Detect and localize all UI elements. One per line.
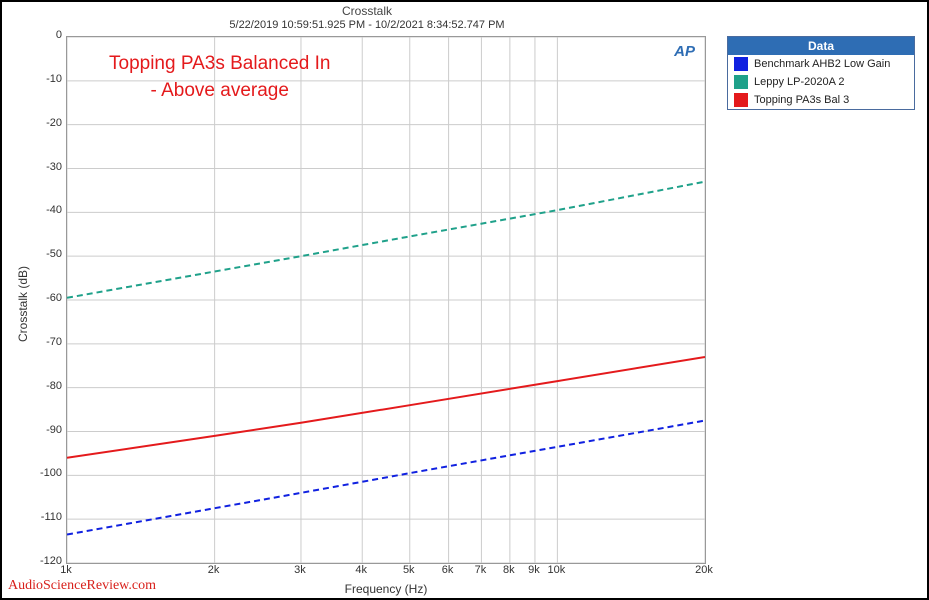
y-tick-label: -110 [22, 511, 62, 523]
series-leppy-lp-2020a-2 [67, 182, 705, 298]
legend-header: Data [728, 37, 914, 55]
legend-swatch [734, 57, 748, 71]
watermark: AudioScienceReview.com [8, 578, 156, 594]
y-tick-label: 0 [22, 29, 62, 41]
grid-lines [67, 37, 705, 563]
y-tick-label: -70 [22, 336, 62, 348]
x-tick-label: 7k [475, 564, 487, 576]
y-tick-label: -10 [22, 73, 62, 85]
legend: Data Benchmark AHB2 Low Gain Leppy LP-202… [727, 36, 915, 110]
annotation-line1: Topping PA3s Balanced In [109, 53, 330, 74]
y-tick-label: -40 [22, 204, 62, 216]
series-topping-pa3s-bal-3 [67, 357, 705, 458]
y-tick-label: -90 [22, 424, 62, 436]
chart-annotation: Topping PA3s Balanced In - Above average [109, 51, 330, 104]
legend-label: Benchmark AHB2 Low Gain [754, 58, 890, 70]
x-axis-title: Frequency (Hz) [66, 582, 706, 596]
plot-area: Topping PA3s Balanced In - Above average… [66, 36, 706, 564]
legend-label: Leppy LP-2020A 2 [754, 76, 845, 88]
x-tick-label: 6k [442, 564, 454, 576]
legend-items: Benchmark AHB2 Low Gain Leppy LP-2020A 2 T… [728, 55, 914, 109]
x-tick-label: 20k [695, 564, 713, 576]
legend-swatch [734, 93, 748, 107]
series-benchmark-ahb2-low-gain [67, 421, 705, 535]
x-tick-label: 10k [548, 564, 566, 576]
y-tick-label: -30 [22, 161, 62, 173]
y-tick-label: -80 [22, 380, 62, 392]
y-tick-label: -50 [22, 248, 62, 260]
legend-item[interactable]: Benchmark AHB2 Low Gain [728, 55, 914, 73]
x-tick-label: 8k [503, 564, 515, 576]
chart-title: Crosstalk [2, 4, 732, 18]
x-tick-label: 9k [528, 564, 540, 576]
x-tick-label: 5k [403, 564, 415, 576]
y-tick-label: -120 [22, 555, 62, 567]
legend-label: Topping PA3s Bal 3 [754, 94, 849, 106]
legend-item[interactable]: Leppy LP-2020A 2 [728, 73, 914, 91]
x-tick-label: 1k [60, 564, 72, 576]
legend-swatch [734, 75, 748, 89]
chart-container: Crosstalk 5/22/2019 10:59:51.925 PM - 10… [0, 0, 929, 600]
y-tick-label: -100 [22, 467, 62, 479]
x-tick-label: 3k [294, 564, 306, 576]
x-tick-label: 2k [208, 564, 220, 576]
y-tick-label: -60 [22, 292, 62, 304]
y-tick-label: -20 [22, 117, 62, 129]
chart-timestamp: 5/22/2019 10:59:51.925 PM - 10/2/2021 8:… [2, 19, 732, 31]
ap-logo: AP [674, 43, 695, 60]
legend-item[interactable]: Topping PA3s Bal 3 [728, 91, 914, 109]
plot-svg [67, 37, 705, 563]
annotation-line2: - Above average [151, 80, 289, 101]
x-tick-label: 4k [355, 564, 367, 576]
series-group [67, 182, 705, 535]
